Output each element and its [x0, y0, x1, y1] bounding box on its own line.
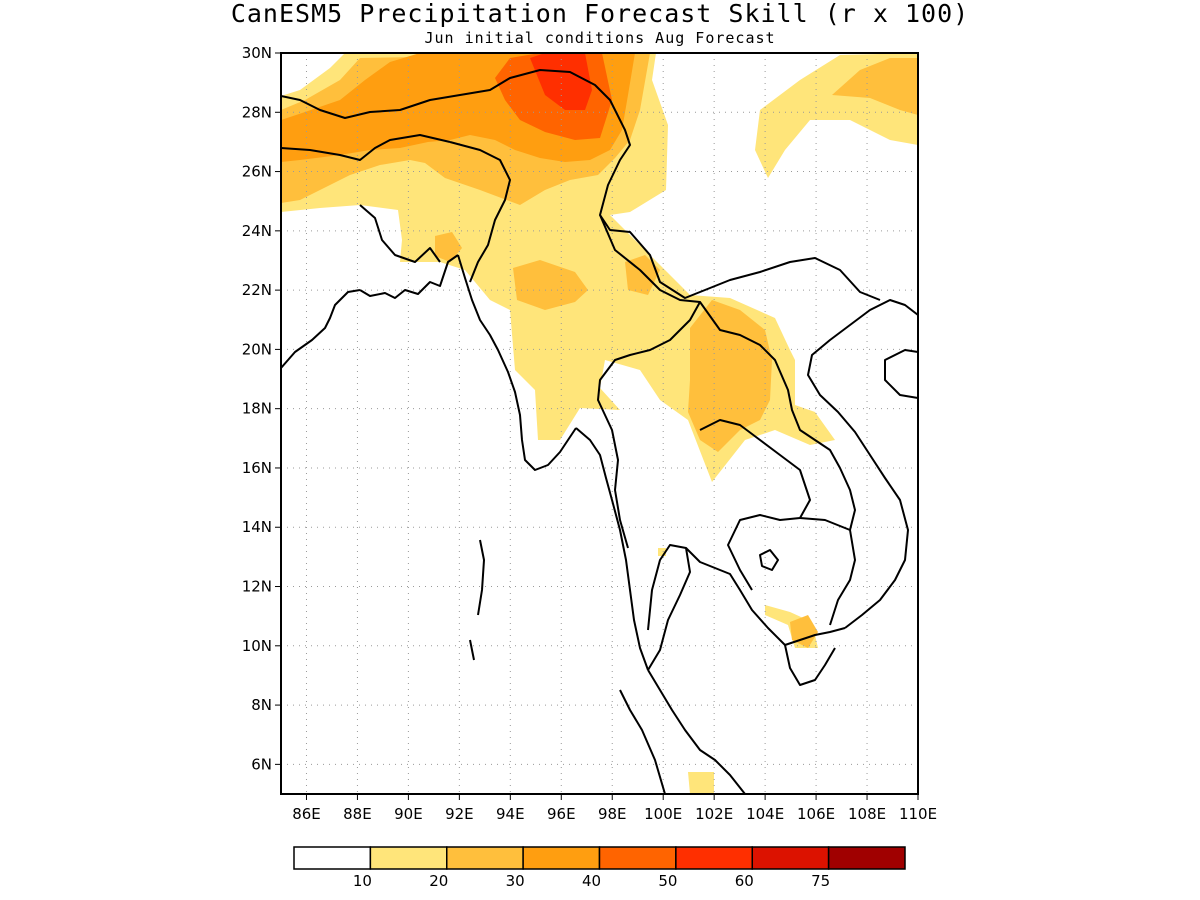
lat-tick-label: 30N [242, 44, 272, 62]
colorbar-swatch [598, 846, 677, 870]
skill-area-50-60 [530, 53, 592, 110]
lat-tick-label: 20N [242, 340, 272, 358]
colorbar-swatch [675, 846, 753, 870]
lon-tick-label: 100E [644, 805, 682, 823]
grid-lines [281, 53, 918, 794]
colorbar-swatch [293, 846, 372, 870]
colorbar-label: 40 [582, 872, 601, 890]
border-bangladesh [359, 204, 441, 263]
map-title: CanESM5 Precipitation Forecast Skill (r … [230, 0, 970, 28]
lat-tick-label: 6N [251, 755, 272, 773]
lon-tick-label: 94E [496, 805, 525, 823]
lat-tick-label: 10N [242, 637, 272, 655]
map-frame [280, 52, 919, 795]
myanmar-tenasserim [575, 427, 649, 671]
lon-tick-label: 102E [695, 805, 733, 823]
colorbar-swatch [751, 846, 830, 870]
skill-area-20-30-east [832, 58, 918, 115]
border-laos [699, 301, 856, 531]
colorbar-label: 20 [429, 872, 448, 890]
lon-tick-label: 86E [292, 805, 321, 823]
lon-tick-label: 108E [848, 805, 886, 823]
border-myanmar-thailand [597, 214, 701, 549]
colorbar-swatch [827, 846, 906, 870]
lon-tick-label: 110E [899, 805, 937, 823]
india-east-coast [281, 289, 361, 369]
colorbar-label: 10 [353, 872, 372, 890]
lat-tick-label: 28N [242, 103, 272, 121]
lon-tick-label: 88E [343, 805, 372, 823]
colorbar-swatch [446, 846, 524, 870]
malay-west-coast [619, 689, 666, 794]
colorbar-swatch [369, 846, 448, 870]
border-india-china [281, 69, 881, 301]
tonle-sap [759, 549, 779, 571]
malay-peninsula [647, 669, 746, 794]
hainan-outline [884, 349, 918, 399]
lat-tick-label: 16N [242, 459, 272, 477]
skill-area-20-30-south [790, 615, 818, 648]
colorbar: 10 20 30 40 50 60 75 [293, 846, 906, 890]
lon-tick-label: 90E [394, 805, 423, 823]
skill-area-20-30-b [513, 260, 588, 310]
border-myanmar-india [449, 141, 511, 283]
lon-tick-label: 96E [547, 805, 576, 823]
mekong-delta [784, 644, 836, 686]
colorbar-label: 60 [735, 872, 754, 890]
lon-tick-label: 98E [598, 805, 627, 823]
lon-tick-label: 106E [797, 805, 835, 823]
border-cambodia [699, 419, 811, 591]
lon-tick-label: 104E [746, 805, 784, 823]
lon-tick-label: 92E [445, 805, 474, 823]
lat-tick-label: 24N [242, 222, 272, 240]
lat-tick-label: 18N [242, 400, 272, 418]
lat-tick-label: 12N [242, 578, 272, 596]
skill-shading [281, 53, 918, 794]
lat-tick-label: 26N [242, 163, 272, 181]
gulf-of-thailand [647, 544, 691, 671]
bangladesh-delta [359, 254, 459, 299]
colorbar-label: 30 [506, 872, 525, 890]
border-cambodia-vietnam [799, 517, 856, 626]
lat-tick-label: 8N [251, 696, 272, 714]
myanmar-coast [457, 254, 577, 471]
map-subtitle: Jun initial conditions Aug Forecast [424, 29, 776, 47]
border-nepal-bhutan [281, 134, 451, 161]
lat-tick-label: 14N [242, 518, 272, 536]
colorbar-swatch [522, 846, 601, 870]
lat-tick-label: 22N [242, 281, 272, 299]
latitude-axis: 30N 28N 26N 24N 22N 20N 18N 16N 14N 12N 10N 8N 6N [242, 44, 281, 773]
skill-area-20-30-d [688, 300, 772, 452]
colorbar-label: 75 [811, 872, 830, 890]
colorbar-label: 50 [658, 872, 677, 890]
skill-area-20-30-nw [435, 232, 462, 262]
coastlines-and-borders [281, 69, 918, 794]
thai-east-coast [685, 547, 846, 646]
vietnam-coast [807, 299, 918, 629]
skill-area-10-20-tip [688, 772, 714, 794]
longitude-axis: 86E 88E 90E 92E 94E 96E 98E 100E 102E 104E 106E 108… [292, 794, 937, 823]
andaman-islands [469, 539, 485, 661]
